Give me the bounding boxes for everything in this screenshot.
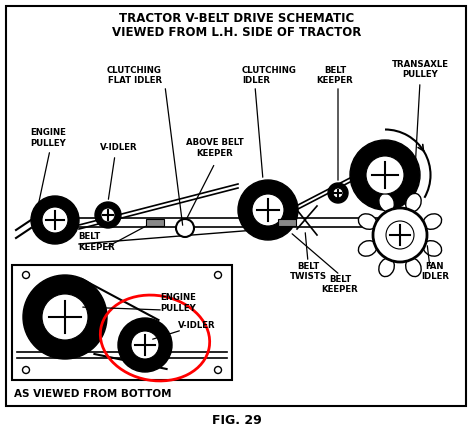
- Text: CLUTCHING
FLAT IDLER: CLUTCHING FLAT IDLER: [107, 66, 162, 86]
- Text: AS VIEWED FROM BOTTOM: AS VIEWED FROM BOTTOM: [14, 389, 172, 399]
- Bar: [146, 218, 164, 225]
- Text: CLUTCHING
IDLER: CLUTCHING IDLER: [242, 66, 297, 86]
- Circle shape: [31, 196, 79, 244]
- Bar: [12, 265, 232, 380]
- Circle shape: [118, 318, 172, 372]
- Circle shape: [131, 331, 159, 359]
- Ellipse shape: [406, 258, 421, 276]
- Circle shape: [386, 221, 414, 249]
- Ellipse shape: [379, 258, 394, 276]
- Text: TRANSAXLE
PULLEY: TRANSAXLE PULLEY: [392, 60, 448, 80]
- Text: ENGINE
PULLEY: ENGINE PULLEY: [160, 293, 196, 313]
- Circle shape: [252, 194, 284, 226]
- Text: BELT
KEEPER: BELT KEEPER: [78, 232, 115, 252]
- Circle shape: [176, 219, 194, 237]
- Ellipse shape: [358, 214, 377, 229]
- Circle shape: [42, 294, 88, 340]
- Ellipse shape: [423, 214, 442, 229]
- Circle shape: [42, 207, 68, 233]
- Circle shape: [23, 275, 107, 359]
- Text: BELT
KEEPER: BELT KEEPER: [322, 275, 358, 295]
- Circle shape: [95, 202, 121, 228]
- Circle shape: [366, 156, 404, 194]
- Circle shape: [101, 208, 115, 222]
- Text: FIG. 29: FIG. 29: [212, 414, 262, 427]
- Circle shape: [350, 140, 420, 210]
- Circle shape: [328, 183, 348, 203]
- Bar: [278, 218, 296, 225]
- Circle shape: [373, 208, 427, 262]
- Text: BELT
KEEPER: BELT KEEPER: [317, 66, 354, 86]
- Ellipse shape: [379, 194, 394, 212]
- Text: VIEWED FROM L.H. SIDE OF TRACTOR: VIEWED FROM L.H. SIDE OF TRACTOR: [112, 25, 362, 39]
- Text: BELT
TWISTS: BELT TWISTS: [290, 262, 327, 281]
- Text: ABOVE BELT
KEEPER: ABOVE BELT KEEPER: [186, 138, 244, 158]
- Text: ENGINE
PULLEY: ENGINE PULLEY: [30, 128, 66, 147]
- Text: FAN
IDLER: FAN IDLER: [421, 262, 449, 281]
- Circle shape: [238, 180, 298, 240]
- Text: V-IDLER: V-IDLER: [178, 320, 216, 329]
- Ellipse shape: [406, 194, 421, 212]
- Text: TRACTOR V-BELT DRIVE SCHEMATIC: TRACTOR V-BELT DRIVE SCHEMATIC: [119, 12, 355, 25]
- Circle shape: [333, 188, 343, 198]
- Ellipse shape: [358, 241, 377, 256]
- Ellipse shape: [423, 241, 442, 256]
- Text: V-IDLER: V-IDLER: [100, 144, 137, 153]
